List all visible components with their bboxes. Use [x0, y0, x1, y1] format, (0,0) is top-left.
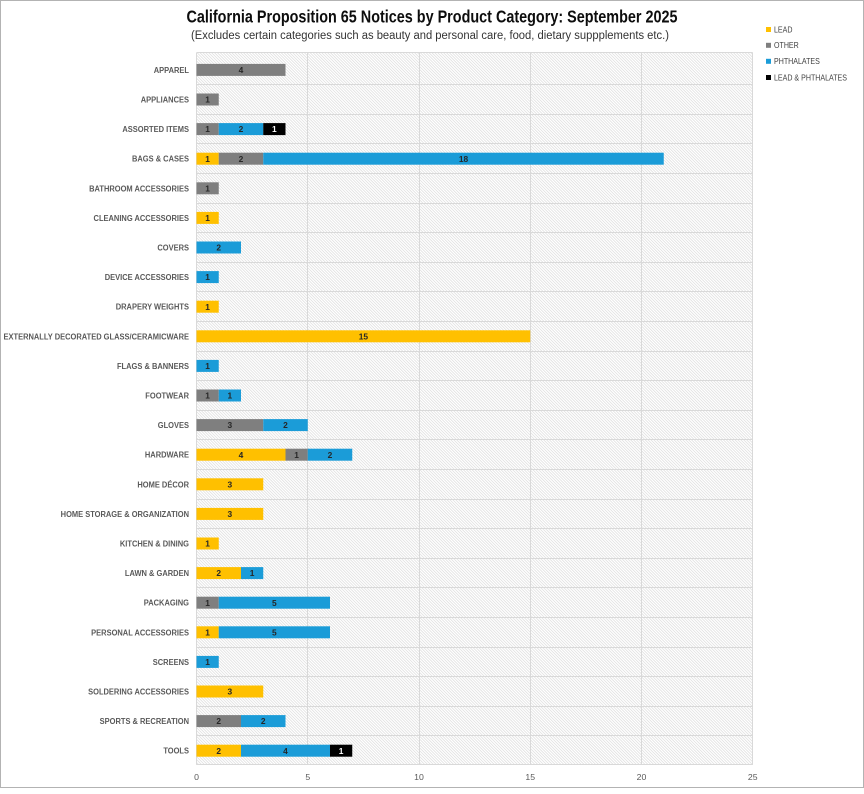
svg-text:PACKAGING: PACKAGING	[144, 598, 189, 607]
svg-text:2: 2	[216, 716, 221, 726]
svg-text:DEVICE ACCESSORIES: DEVICE ACCESSORIES	[105, 273, 189, 282]
svg-text:2: 2	[239, 154, 244, 164]
svg-text:5: 5	[272, 598, 277, 608]
svg-text:2: 2	[261, 716, 266, 726]
svg-text:HARDWARE: HARDWARE	[145, 450, 189, 459]
svg-text:GLOVES: GLOVES	[158, 421, 189, 430]
svg-text:0: 0	[194, 772, 199, 782]
svg-text:1: 1	[205, 272, 210, 282]
svg-text:18: 18	[459, 154, 469, 164]
svg-text:25: 25	[748, 772, 758, 782]
svg-text:3: 3	[228, 509, 233, 519]
svg-text:BATHROOM ACCESSORIES: BATHROOM ACCESSORIES	[89, 184, 189, 193]
svg-text:1: 1	[205, 657, 210, 667]
svg-text:1: 1	[272, 124, 277, 134]
svg-text:1: 1	[205, 302, 210, 312]
svg-text:1: 1	[205, 95, 210, 105]
svg-text:10: 10	[414, 772, 424, 782]
svg-text:4: 4	[283, 746, 288, 756]
svg-text:1: 1	[339, 746, 344, 756]
svg-text:LAWN & GARDEN: LAWN & GARDEN	[125, 569, 189, 578]
svg-text:1: 1	[205, 361, 210, 371]
svg-text:3: 3	[228, 420, 233, 430]
svg-text:4: 4	[239, 450, 244, 460]
svg-text:1: 1	[205, 154, 210, 164]
svg-text:FOOTWEAR: FOOTWEAR	[145, 391, 189, 400]
svg-text:20: 20	[637, 772, 647, 782]
svg-text:KITCHEN & DINING: KITCHEN & DINING	[120, 539, 189, 548]
svg-text:15: 15	[359, 331, 369, 341]
svg-text:(Excludes certain categories s: (Excludes certain categories such as bea…	[191, 30, 669, 42]
svg-text:3: 3	[228, 687, 233, 697]
svg-text:OTHER: OTHER	[774, 41, 799, 51]
svg-text:1: 1	[205, 539, 210, 549]
svg-text:HOME STORAGE & ORGANIZATION: HOME STORAGE & ORGANIZATION	[61, 510, 190, 519]
svg-text:2: 2	[216, 243, 221, 253]
svg-text:California Proposition 65 Noti: California Proposition 65 Notices by Pro…	[187, 7, 678, 27]
svg-text:PERSONAL ACCESSORIES: PERSONAL ACCESSORIES	[91, 628, 189, 637]
svg-text:4: 4	[239, 65, 244, 75]
svg-text:HOME DÉCOR: HOME DÉCOR	[137, 480, 189, 489]
svg-text:1: 1	[228, 391, 233, 401]
svg-text:LEAD: LEAD	[774, 25, 793, 35]
svg-text:2: 2	[216, 746, 221, 756]
svg-text:CLEANING ACCESSORIES: CLEANING ACCESSORIES	[94, 214, 189, 223]
svg-text:EXTERNALLY DECORATED GLASS/CER: EXTERNALLY DECORATED GLASS/CERAMICWARE	[3, 332, 189, 341]
svg-text:SOLDERING ACCESSORIES: SOLDERING ACCESSORIES	[88, 687, 189, 696]
svg-text:1: 1	[250, 568, 255, 578]
svg-text:ASSORTED ITEMS: ASSORTED ITEMS	[122, 125, 189, 134]
svg-text:1: 1	[294, 450, 299, 460]
svg-text:PHTHALATES: PHTHALATES	[774, 57, 820, 67]
svg-text:1: 1	[205, 627, 210, 637]
svg-text:FLAGS & BANNERS: FLAGS & BANNERS	[117, 362, 189, 371]
svg-text:TOOLS: TOOLS	[163, 746, 189, 755]
svg-text:2: 2	[216, 568, 221, 578]
svg-text:2: 2	[239, 124, 244, 134]
svg-text:SCREENS: SCREENS	[153, 658, 189, 667]
svg-text:2: 2	[283, 420, 288, 430]
svg-text:LEAD & PHTHALATES: LEAD & PHTHALATES	[774, 73, 847, 83]
svg-text:1: 1	[205, 124, 210, 134]
svg-text:15: 15	[525, 772, 535, 782]
svg-text:COVERS: COVERS	[157, 243, 189, 252]
svg-text:SPORTS & RECREATION: SPORTS & RECREATION	[100, 717, 190, 726]
svg-text:1: 1	[205, 598, 210, 608]
svg-text:APPAREL: APPAREL	[154, 66, 189, 75]
svg-text:1: 1	[205, 183, 210, 193]
svg-text:1: 1	[205, 391, 210, 401]
svg-text:1: 1	[205, 213, 210, 223]
svg-text:DRAPERY WEIGHTS: DRAPERY WEIGHTS	[116, 302, 189, 311]
svg-text:3: 3	[228, 479, 233, 489]
svg-text:APPLIANCES: APPLIANCES	[141, 95, 189, 104]
svg-text:5: 5	[272, 627, 277, 637]
svg-text:BAGS & CASES: BAGS & CASES	[132, 154, 189, 163]
svg-text:5: 5	[305, 772, 310, 782]
svg-text:2: 2	[328, 450, 333, 460]
